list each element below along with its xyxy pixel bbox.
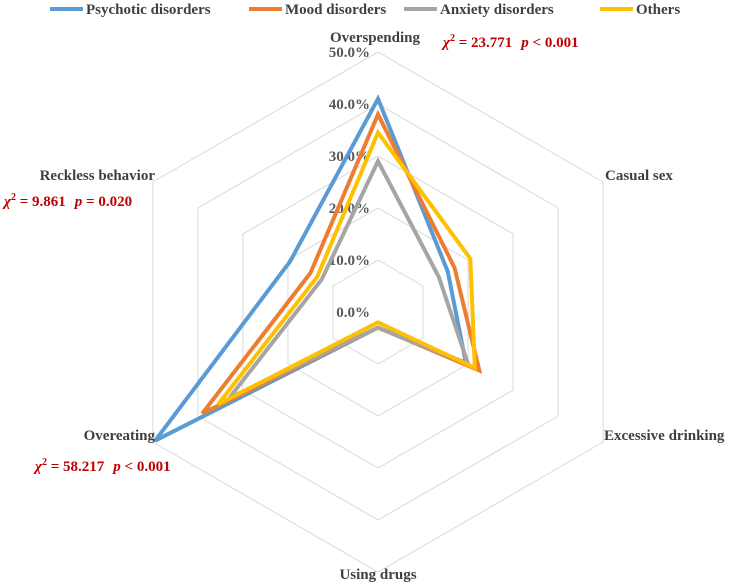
legend-label-others: Others: [636, 2, 680, 18]
series-others: [216, 128, 477, 407]
p-value: < 0.001: [529, 35, 579, 51]
legend-label-psychotic: Psychotic disorders: [86, 2, 211, 18]
grid-ring-2: [287, 207, 469, 417]
axis-label-casual-sex: Casual sex: [605, 168, 673, 184]
axis-label-overspending: Overspending: [330, 30, 421, 46]
tick-label-1: 10.0%: [329, 253, 370, 269]
legend-item-psychotic: Psychotic disorders: [50, 2, 211, 18]
stat-annotation-overeating: χ2 = 58.217 p < 0.001: [33, 457, 171, 475]
data-series: [153, 94, 483, 443]
series-anxiety-disorders: [227, 156, 472, 400]
chi-superscript: 2: [450, 33, 455, 44]
axis-label-using-drugs: Using drugs: [339, 567, 416, 583]
p-value: = 0.020: [82, 194, 132, 210]
grid-ring-5: [152, 51, 604, 573]
p-symbol: p: [73, 194, 83, 210]
axis-label-excessive-drinking: Excessive drinking: [604, 428, 725, 444]
chi-symbol: χ: [33, 459, 43, 475]
chi-symbol: χ: [441, 35, 451, 51]
chi-superscript: 2: [11, 192, 16, 203]
p-symbol: p: [111, 459, 121, 475]
chi-value: = 58.217: [47, 459, 105, 475]
legend: Psychotic disorders Mood disorders Anxie…: [50, 2, 680, 18]
tick-label-5: 50.0%: [329, 45, 370, 61]
axis-label-reckless-behavior: Reckless behavior: [40, 168, 156, 184]
chi-symbol: χ: [2, 194, 12, 210]
tick-label-4: 40.0%: [329, 97, 370, 113]
p-value: < 0.001: [121, 459, 171, 475]
chi-value: = 9.861: [16, 194, 66, 210]
grid-ring-1: [332, 259, 424, 365]
legend-item-anxiety: Anxiety disorders: [404, 2, 554, 18]
axis-label-overeating: Overeating: [84, 428, 156, 444]
legend-item-mood: Mood disorders: [249, 2, 386, 18]
stat-annotation-overspending: χ2 = 23.771 p < 0.001: [441, 33, 579, 51]
tick-label-0: 0.0%: [336, 305, 370, 321]
legend-item-others: Others: [600, 2, 680, 18]
chi-superscript: 2: [42, 457, 47, 468]
grid-ring-4: [197, 103, 559, 521]
p-symbol: p: [519, 35, 529, 51]
legend-label-anxiety: Anxiety disorders: [440, 2, 554, 18]
stat-annotation-reckless-behavior: χ2 = 9.861 p = 0.020: [2, 192, 132, 210]
grid-ring-3: [242, 155, 514, 469]
legend-label-mood: Mood disorders: [285, 2, 386, 18]
chi-value: = 23.771: [455, 35, 512, 51]
radar-grid: [152, 51, 604, 573]
radial-tick-labels: 0.0%10.0%20.0%30.0%40.0%50.0%: [329, 45, 370, 321]
